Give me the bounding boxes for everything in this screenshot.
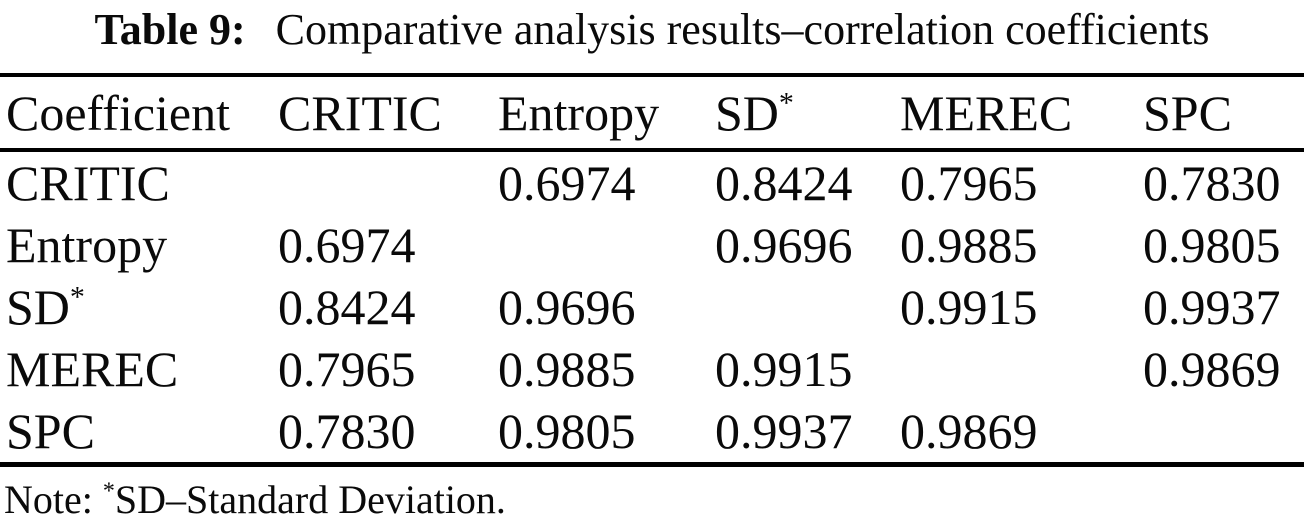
header-text: SPC [1143, 84, 1232, 141]
value-cell [278, 150, 498, 214]
value-cell: 0.9696 [715, 217, 853, 273]
header-row: Coefficient CRITIC Entropy SD* MEREC SPC [0, 75, 1304, 152]
value-cell: 0.9915 [900, 279, 1038, 335]
value-cell: 0.9885 [498, 341, 636, 397]
column-header-coefficient: Coefficient [0, 75, 278, 152]
value-cell [715, 276, 900, 338]
row-label-text: CRITIC [6, 155, 170, 211]
value-cell [1143, 400, 1304, 465]
value-cell: 0.6974 [498, 155, 636, 211]
table-row-sd: SD* 0.8424 0.9696 0.9915 0.9937 [0, 276, 1304, 338]
column-header-spc: SPC [1143, 75, 1304, 152]
row-label-text: Entropy [6, 217, 168, 273]
column-header-sd: SD* [715, 75, 900, 152]
table-caption: Table 9: Comparative analysis results–cor… [0, 1, 1304, 59]
caption-text: Comparative analysis results–correlation… [275, 5, 1210, 54]
column-header-merec: MEREC [900, 75, 1143, 152]
correlation-table: Coefficient CRITIC Entropy SD* MEREC SPC… [0, 73, 1304, 467]
column-header-critic: CRITIC [278, 75, 498, 152]
value-cell: 0.8424 [715, 155, 853, 211]
value-cell: 0.9937 [1143, 279, 1281, 335]
asterisk-superscript: * [102, 478, 115, 505]
table-row-entropy: Entropy 0.6974 0.9696 0.9885 0.9805 [0, 214, 1304, 276]
row-label-text: SPC [6, 403, 95, 459]
table-row-merec: MEREC 0.7965 0.9885 0.9915 0.9869 [0, 338, 1304, 400]
value-cell: 0.7830 [278, 403, 416, 459]
row-label: SPC [0, 400, 278, 465]
value-cell [900, 338, 1143, 400]
value-cell: 0.7830 [1143, 155, 1281, 211]
value-cell: 0.9696 [498, 279, 636, 335]
value-cell: 0.7965 [900, 155, 1038, 211]
table-row-critic: CRITIC 0.6974 0.8424 0.7965 0.7830 [0, 150, 1304, 214]
value-cell: 0.9805 [1143, 217, 1281, 273]
value-cell: 0.9805 [498, 403, 636, 459]
value-cell: 0.6974 [278, 217, 416, 273]
header-text: Entropy [498, 84, 660, 141]
value-cell: 0.9885 [900, 217, 1038, 273]
row-label: MEREC [0, 338, 278, 400]
table-row-spc: SPC 0.7830 0.9805 0.9937 0.9869 [0, 400, 1304, 465]
value-cell: 0.8424 [278, 279, 416, 335]
column-header-entropy: Entropy [498, 75, 715, 152]
footnote-prefix: Note: [4, 477, 103, 517]
table-footnote: Note: *SD–Standard Deviation. [4, 479, 506, 517]
row-label: SD* [0, 276, 278, 338]
row-label: CRITIC [0, 150, 278, 214]
value-cell: 0.9869 [900, 403, 1038, 459]
asterisk-superscript: * [69, 280, 85, 314]
row-label-text: MEREC [6, 341, 179, 397]
asterisk-superscript: * [778, 85, 794, 119]
row-label-text: SD [6, 279, 70, 335]
value-cell: 0.9937 [715, 403, 853, 459]
value-cell [498, 214, 715, 276]
value-cell: 0.9915 [715, 341, 853, 397]
value-cell: 0.7965 [278, 341, 416, 397]
row-label: Entropy [0, 214, 278, 276]
footnote-text: SD–Standard Deviation. [114, 477, 506, 517]
header-text: SD [715, 84, 779, 141]
header-text: MEREC [900, 84, 1073, 141]
value-cell: 0.9869 [1143, 341, 1281, 397]
header-text: Coefficient [6, 84, 230, 141]
caption-label: Table 9: [94, 5, 246, 54]
header-text: CRITIC [278, 84, 442, 141]
